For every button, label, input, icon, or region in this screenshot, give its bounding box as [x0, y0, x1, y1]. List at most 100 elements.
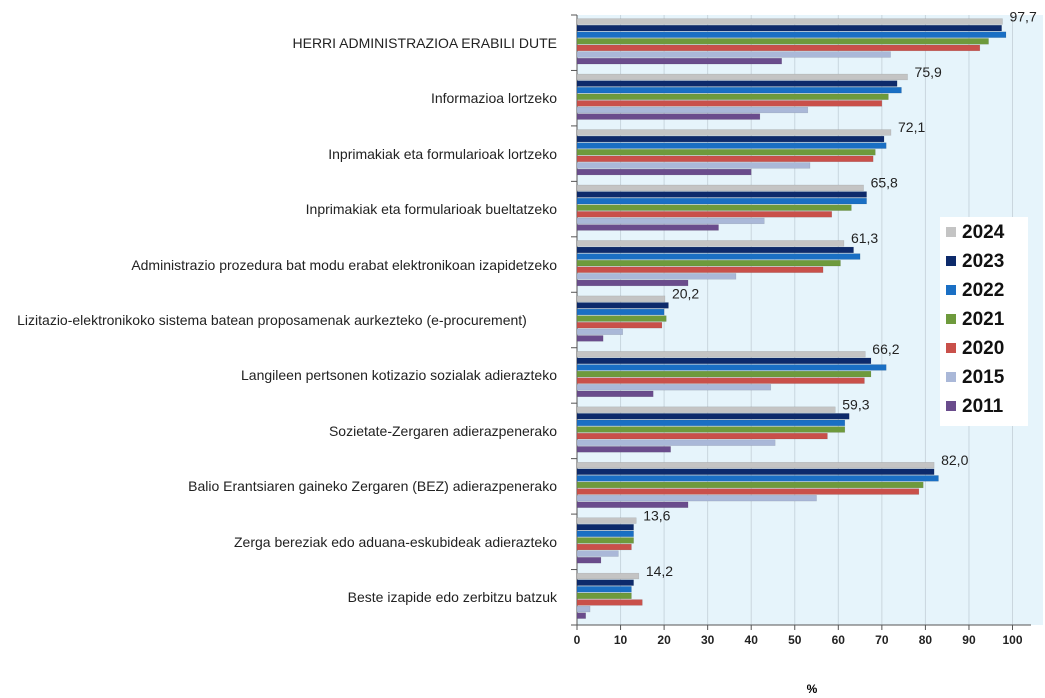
y-tick-label: Beste izapide edo zerbitzu batzuk [347, 589, 557, 606]
bar [576, 129, 892, 136]
bar [576, 605, 591, 613]
y-tick-label: HERRI ADMINISTRAZIOA ERABILI DUTE [292, 34, 558, 51]
bar [576, 537, 634, 544]
bar [576, 87, 902, 94]
data-label: 14,2 [646, 563, 673, 579]
bar [576, 106, 809, 114]
y-tick-label: Inprimakiak eta formularioak lortzeko [328, 145, 557, 162]
legend-swatch [946, 343, 956, 353]
bar [576, 162, 811, 169]
y-tick-label: Sozietate-Zergaren adierazpenerako [328, 422, 557, 439]
bar [576, 419, 846, 427]
x-tick-label: 80 [919, 633, 933, 647]
bar [576, 93, 889, 100]
bar [576, 57, 782, 65]
bar [576, 184, 864, 192]
x-tick-label: 90 [962, 633, 976, 647]
bar [576, 364, 887, 371]
bar [576, 113, 761, 120]
legend-swatch [946, 285, 956, 295]
data-label: 20,2 [672, 286, 699, 302]
data-label: 65,8 [871, 175, 898, 191]
bar [576, 253, 861, 260]
bar [576, 370, 872, 378]
bar [576, 51, 891, 58]
bar [576, 579, 634, 586]
y-tick-label: Lizitazio-elektronikoko sistema batean p… [17, 312, 527, 328]
bar [576, 24, 1002, 32]
bar [576, 168, 752, 176]
bar [576, 217, 765, 225]
data-label: 82,0 [941, 452, 968, 468]
bar [576, 557, 602, 564]
bar [576, 495, 817, 502]
data-label: 72,1 [898, 119, 925, 135]
bar [576, 38, 989, 45]
bar [576, 328, 623, 335]
data-label: 13,6 [643, 507, 670, 523]
bar [576, 377, 865, 384]
bar [576, 142, 887, 149]
bar [576, 384, 772, 391]
bar [576, 246, 854, 254]
x-tick-label: 10 [614, 633, 628, 647]
bar [576, 80, 898, 87]
bar [576, 31, 1007, 38]
legend-label: 2011 [962, 396, 1004, 417]
x-tick-label: 50 [788, 633, 802, 647]
y-tick-label: Informazioa lortzeko [430, 90, 557, 107]
bar [576, 155, 874, 162]
bar [576, 586, 632, 593]
bar [576, 259, 841, 267]
bar [576, 439, 776, 446]
data-label: 61,3 [851, 230, 878, 246]
bar [576, 100, 883, 107]
legend-swatch [946, 401, 956, 411]
bar [576, 44, 981, 52]
bar [576, 135, 885, 143]
bar [576, 197, 867, 205]
data-label: 97,7 [1009, 8, 1036, 24]
bar [576, 462, 935, 469]
y-tick-label: Zerga bereziak edo aduana-eskubideak adi… [234, 533, 557, 550]
bar [576, 550, 619, 557]
x-tick-label: 100 [1002, 633, 1022, 647]
bar [576, 432, 828, 440]
legend-label: 2020 [962, 338, 1004, 359]
legend-swatch [946, 314, 956, 324]
bar [576, 488, 920, 495]
bar [576, 592, 632, 600]
bar [576, 315, 667, 322]
bar [576, 322, 663, 329]
legend-label: 2023 [962, 251, 1004, 272]
data-label: 66,2 [872, 341, 899, 357]
bar [576, 149, 876, 156]
bar [576, 413, 850, 420]
legend-label: 2015 [962, 367, 1005, 388]
bar [576, 501, 689, 508]
bar [576, 73, 908, 81]
bar [576, 308, 665, 316]
legend-swatch [946, 256, 956, 266]
bar [576, 390, 654, 398]
bar [576, 426, 846, 433]
x-tick-label: 0 [574, 633, 581, 647]
y-tick-label: Langileen pertsonen kotizazio sozialak a… [241, 367, 557, 384]
bar [576, 530, 634, 537]
bar [576, 475, 939, 482]
bar [576, 211, 833, 218]
x-tick-label: 70 [875, 633, 889, 647]
bar [576, 357, 872, 365]
bar [576, 240, 845, 247]
bar [576, 517, 637, 524]
legend-swatch [946, 227, 956, 237]
bar [576, 279, 689, 287]
bar [576, 446, 671, 453]
bar [576, 204, 852, 211]
x-axis-label: % [807, 682, 818, 696]
legend-label: 2021 [962, 309, 1005, 330]
bar [576, 224, 719, 231]
y-tick-label: Balio Erantsiaren gaineko Zergaren (BEZ)… [188, 478, 557, 495]
